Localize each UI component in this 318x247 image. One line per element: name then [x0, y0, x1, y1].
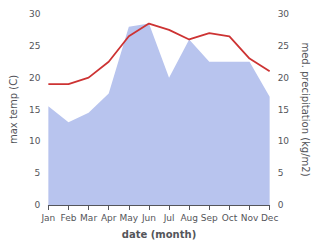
svg-text:25: 25 [278, 41, 289, 51]
svg-text:Jun: Jun [141, 213, 156, 223]
svg-text:Sep: Sep [201, 213, 218, 223]
svg-text:Aug: Aug [180, 213, 198, 223]
svg-text:Dec: Dec [261, 213, 278, 223]
svg-text:5: 5 [278, 168, 284, 178]
svg-text:5: 5 [35, 168, 41, 178]
svg-text:15: 15 [29, 105, 40, 115]
svg-text:30: 30 [29, 9, 41, 19]
svg-text:25: 25 [29, 41, 40, 51]
svg-text:0: 0 [35, 200, 41, 210]
svg-text:max temp (C): max temp (C) [8, 75, 19, 144]
svg-text:Mar: Mar [80, 213, 97, 223]
svg-text:Oct: Oct [222, 213, 238, 223]
svg-text:med. precipitation (kg/m2): med. precipitation (kg/m2) [300, 42, 311, 176]
svg-text:Nov: Nov [241, 213, 259, 223]
svg-text:Jul: Jul [163, 213, 175, 223]
svg-text:Feb: Feb [61, 213, 77, 223]
svg-text:30: 30 [278, 9, 290, 19]
svg-text:May: May [120, 213, 139, 223]
svg-text:Jan: Jan [40, 213, 55, 223]
svg-text:10: 10 [29, 136, 41, 146]
svg-text:20: 20 [29, 73, 41, 83]
svg-text:Apr: Apr [101, 213, 117, 223]
svg-text:0: 0 [278, 200, 284, 210]
svg-text:10: 10 [278, 136, 290, 146]
svg-text:date (month): date (month) [122, 229, 196, 240]
svg-text:20: 20 [278, 73, 290, 83]
svg-text:15: 15 [278, 105, 289, 115]
